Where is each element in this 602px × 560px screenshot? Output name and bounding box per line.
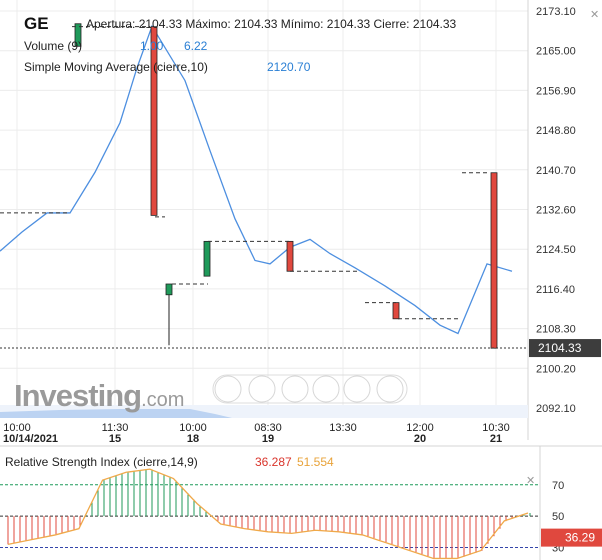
price-tick-label: 2092.10 [536,403,576,415]
toolbar-group [212,374,408,404]
rsi-line [7,468,529,560]
sma-value: 2120.70 [267,60,311,74]
close-icon: ✕ [526,475,535,487]
x-tick-date: 10/14/2021 [3,433,58,445]
x-tick-date: 15 [109,433,121,445]
close-icon: ✕ [590,9,599,21]
price-tick-label: 2140.70 [536,165,576,177]
x-tick-time: 12:00 [406,422,434,434]
navigator-area [0,409,232,418]
brand-text: Investing [14,378,142,413]
volume-value-2: 6.22 [184,39,208,53]
volume-value-1: 1.00 [140,39,164,53]
x-tick-time: 10:00 [179,422,207,434]
candle-body[interactable] [392,302,400,320]
x-tick-date: 18 [187,433,199,445]
rsi-tick-label: 70 [552,480,564,492]
rsi-value-1: 36.287 [255,455,292,469]
x-tick-time: 10:00 [3,422,31,434]
toolbar-button-3[interactable] [312,375,340,403]
current-price-label: 2104.33 [538,341,582,355]
toolbar-button-0[interactable] [214,375,242,403]
x-tick-date: 19 [262,433,274,445]
x-tick-date: 20 [414,433,426,445]
brand-suffix: .com [141,389,185,411]
volume-label: Volume (9) [24,39,83,53]
current-price-badge [529,339,601,358]
investing-watermark: Investing.com [14,378,184,414]
rsi-title: Relative Strength Index (cierre,14,9) [5,455,198,469]
candle-body[interactable] [203,240,211,277]
rsi-value-2: 51.554 [297,455,334,469]
candle-body[interactable] [286,240,294,272]
rsi-current-label: 36.29 [565,531,595,545]
ohlc-readout: Apertura: 2104.33 Máximo: 2104.33 Mínimo… [86,17,457,31]
price-tick-label: 2132.60 [536,205,576,217]
price-tick-label: 2173.10 [536,6,576,18]
rsi-tick-label: 50 [552,511,564,523]
price-tick-label: 2156.90 [536,85,576,97]
toolbar-button-2[interactable] [281,375,309,403]
sma-line [0,24,513,335]
price-tick-label: 2100.20 [536,363,576,375]
rsi-current-badge [541,528,602,547]
x-tick-time: 13:30 [329,422,357,434]
price-tick-label: 2165.00 [536,46,576,58]
candle-body[interactable] [74,23,82,47]
price-tick-label: 2108.30 [536,324,576,336]
candle-body[interactable] [165,283,173,296]
candle-body[interactable] [490,172,498,349]
candle-body[interactable] [150,26,158,216]
x-tick-date: 21 [490,433,502,445]
price-tick-label: 2148.80 [536,125,576,137]
toolbar-button-4[interactable] [343,375,371,403]
sma-label: Simple Moving Average (cierre,10) [24,60,208,74]
price-tick-label: 2116.40 [536,284,575,296]
ticker-symbol: GE [24,14,49,33]
x-tick-time: 08:30 [254,422,282,434]
toolbar-button-1[interactable] [248,375,276,403]
x-tick-time: 10:30 [482,422,510,434]
price-tick-label: 2124.50 [536,244,576,256]
toolbar-button-5[interactable] [376,375,404,403]
x-tick-time: 11:30 [102,422,129,434]
